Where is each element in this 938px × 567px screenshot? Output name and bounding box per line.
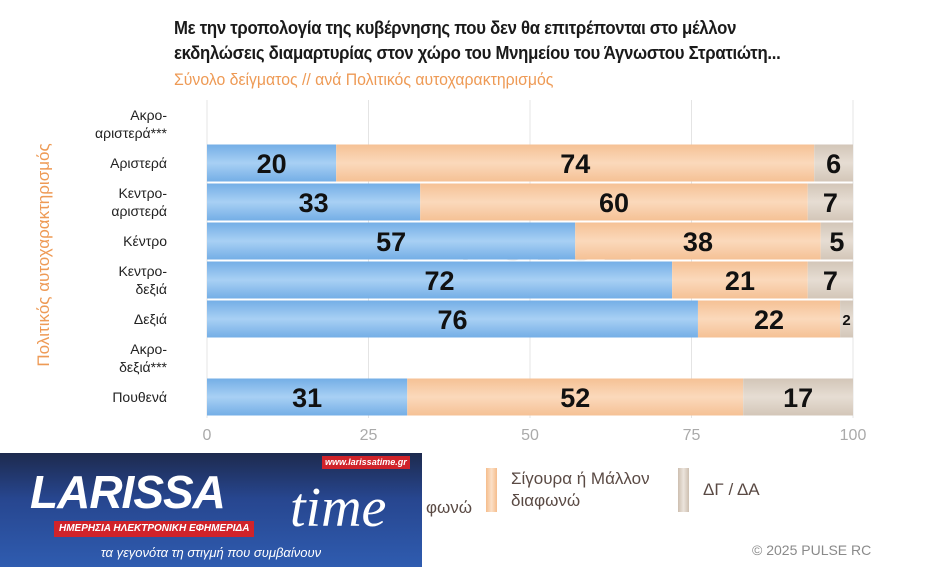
bar-segment-agree bbox=[207, 183, 421, 221]
legend-item-agree: φωνώ bbox=[380, 475, 472, 519]
logo-main-text: LARISSA bbox=[30, 466, 226, 518]
bar-segment-disagree bbox=[420, 183, 808, 221]
x-tick-label: 100 bbox=[840, 427, 867, 444]
bar-segment-dkna bbox=[814, 144, 853, 182]
title-line-2: εκδηλώσεις διαμαρτυρίας στον χώρο του Μν… bbox=[174, 43, 781, 63]
data-label: 38 bbox=[683, 227, 713, 257]
data-label: 21 bbox=[725, 266, 755, 296]
legend-label: Σίγουρα ή Μάλλον διαφωνώ bbox=[511, 469, 650, 510]
legend-item-disagree: Σίγουρα ή Μάλλον διαφωνώ bbox=[486, 468, 671, 512]
data-label: 2 bbox=[842, 312, 850, 329]
x-tick-label: 0 bbox=[203, 427, 212, 444]
bar-segment-agree bbox=[207, 261, 673, 299]
data-label: 17 bbox=[783, 383, 813, 413]
data-label: 22 bbox=[754, 305, 784, 335]
data-label: 72 bbox=[425, 266, 455, 296]
bar-segment-dkna bbox=[743, 378, 853, 416]
data-label: 74 bbox=[560, 149, 590, 179]
logo-time-text: time bbox=[290, 477, 387, 539]
category-label: Δεξιά bbox=[134, 311, 167, 327]
legend-swatch bbox=[486, 468, 497, 512]
bar-segment-agree bbox=[207, 300, 698, 338]
data-label: 20 bbox=[257, 149, 287, 179]
bar-segment-dkna bbox=[840, 300, 853, 338]
bar-segment-disagree bbox=[336, 144, 815, 182]
data-label: 6 bbox=[826, 149, 841, 179]
data-label: 31 bbox=[292, 383, 322, 413]
category-label: δεξιά*** bbox=[119, 359, 167, 375]
category-label: Ακρο- bbox=[130, 107, 167, 123]
category-label: Κέντρο bbox=[123, 233, 167, 249]
data-label: 60 bbox=[599, 188, 629, 218]
legend-label: φωνώ bbox=[426, 498, 473, 517]
chart-subtitle: Σύνολο δείγματος // ανά Πολιτικός αυτοχα… bbox=[174, 70, 554, 89]
legend-item-dkna: ΔΓ / ΔΑ bbox=[678, 468, 760, 512]
x-tick-label: 25 bbox=[360, 427, 378, 444]
data-label: 52 bbox=[560, 383, 590, 413]
bar-segment-disagree bbox=[672, 261, 808, 299]
category-label: Αριστερά bbox=[110, 155, 167, 171]
title-line-1: Με την τροπολογία της κυβέρνησης που δεν… bbox=[174, 18, 737, 38]
bar-segment-dkna bbox=[807, 261, 853, 299]
bar-segment-disagree bbox=[697, 300, 841, 338]
copyright: © 2025 PULSE RC bbox=[752, 542, 872, 558]
bar-segment-dkna bbox=[820, 222, 853, 260]
category-label: Ακρο- bbox=[130, 341, 167, 357]
logo-tagline: ΗΜΕΡΗΣΙΑ ΗΛΕΚΤΡΟΝΙΚΗ ΕΦΗΜΕΡΙΔΑ bbox=[54, 521, 255, 537]
data-label: 76 bbox=[437, 305, 467, 335]
chart-title: Με την τροπολογία της κυβέρνησης που δεν… bbox=[174, 16, 781, 66]
bar-segment-agree bbox=[207, 144, 337, 182]
logo-slogan: τα γεγονότα τη στιγμή που συμβαίνουν bbox=[100, 545, 322, 560]
x-tick-label: 50 bbox=[521, 427, 539, 444]
data-label: 57 bbox=[376, 227, 406, 257]
bar-segment-disagree bbox=[575, 222, 821, 260]
data-label: 5 bbox=[829, 227, 844, 257]
bar-segment-disagree bbox=[407, 378, 744, 416]
category-label: αριστερά*** bbox=[95, 125, 168, 141]
data-label: 7 bbox=[823, 188, 838, 218]
category-label: αριστερά bbox=[111, 203, 167, 219]
category-label: Πουθενά bbox=[112, 389, 167, 405]
category-label: Κεντρο- bbox=[118, 263, 167, 279]
logo-url: www.larissatime.gr bbox=[322, 456, 410, 469]
bar-segment-dkna bbox=[807, 183, 853, 221]
category-label: δεξιά bbox=[135, 281, 167, 297]
legend-swatch bbox=[678, 468, 689, 512]
larissatime-logo: LARISSA time www.larissatime.gr ΗΜΕΡΗΣΙΑ… bbox=[0, 453, 422, 567]
bar-segment-agree bbox=[207, 378, 408, 416]
category-label: Κεντρο- bbox=[118, 185, 167, 201]
data-label: 7 bbox=[823, 266, 838, 296]
data-label: 33 bbox=[299, 188, 329, 218]
x-tick-label: 75 bbox=[683, 427, 701, 444]
bar-segment-agree bbox=[207, 222, 576, 260]
legend-label: ΔΓ / ΔΑ bbox=[703, 480, 760, 499]
